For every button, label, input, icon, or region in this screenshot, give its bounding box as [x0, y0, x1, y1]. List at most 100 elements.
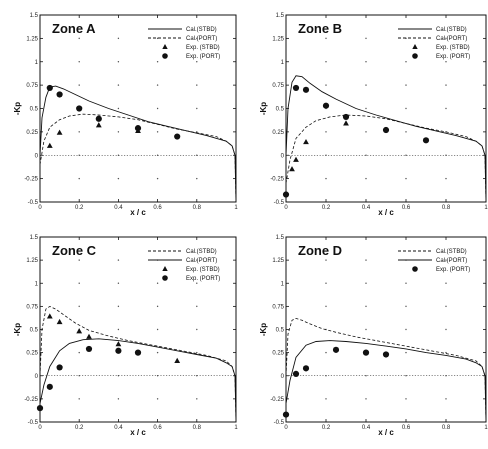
data-point — [76, 105, 83, 112]
grid-dot — [405, 375, 407, 377]
data-point — [95, 115, 102, 122]
grid-dot — [117, 131, 120, 133]
grid-dot — [156, 37, 159, 40]
legend-label: Cal.(STBD) — [436, 249, 467, 255]
grid-dot — [405, 328, 407, 331]
data-point — [56, 364, 63, 371]
grid-dot — [196, 398, 198, 400]
legend-swatch — [162, 275, 168, 281]
grid — [78, 259, 198, 400]
legend: Cal.(STBD) Cal.(PORT) Exp. (STBD) Exp. (POR… — [148, 27, 220, 60]
grid-dot — [117, 107, 120, 110]
data-point — [293, 156, 299, 162]
grid-dot — [196, 177, 198, 180]
grid-dot — [196, 107, 198, 110]
panel-title: Zone B — [298, 21, 342, 36]
grid-dot — [365, 84, 367, 86]
x-tick-label: 0.6 — [153, 425, 162, 431]
grid-dot — [117, 61, 120, 63]
grid-dot — [365, 154, 367, 156]
data-point — [289, 166, 295, 172]
grid-dot — [117, 84, 120, 86]
data-point — [382, 351, 390, 358]
y-tick-label: 1.25 — [26, 36, 38, 42]
legend: Cal.(STBD) Cal.(PORT) Exp. (STBD) Exp. (POR… — [398, 27, 470, 60]
y-tick-label: 1.5 — [276, 235, 285, 241]
panel-title: Zone C — [52, 243, 97, 258]
grid-dot — [405, 84, 407, 86]
data-point — [115, 347, 122, 354]
y-tick-label: 0.5 — [276, 107, 285, 113]
data-point — [342, 113, 350, 121]
data-point — [76, 328, 83, 334]
grid-dot — [196, 351, 198, 354]
series-exp-port — [282, 84, 430, 198]
grid-dot — [445, 305, 447, 308]
data-point — [56, 129, 63, 135]
x-axis-label: x / c — [378, 428, 394, 437]
grid-dot — [405, 131, 407, 133]
x-tick-label: 0.8 — [193, 425, 202, 431]
grid-dot — [365, 259, 367, 261]
x-tick-label: 0 — [38, 205, 42, 211]
grid-dot — [325, 398, 327, 400]
data-point — [292, 84, 300, 92]
grid-dot — [445, 177, 447, 180]
grid-dot — [78, 84, 80, 86]
grid-dot — [325, 305, 327, 308]
data-point — [382, 126, 390, 134]
grid-dot — [196, 37, 198, 40]
data-point — [46, 383, 53, 390]
y-tick-label: 0 — [281, 374, 285, 380]
grid-dot — [78, 351, 80, 354]
y-tick-label: -0.5 — [28, 200, 39, 206]
x-axis: 0 0.2 0.4 0.6 0.8 1 — [284, 237, 488, 431]
data-point — [362, 349, 370, 356]
y-axis-label: -Kp — [13, 102, 22, 115]
y-tick-label: 0.75 — [26, 304, 38, 310]
grid-dot — [156, 282, 159, 284]
y-axis-label: -Kp — [13, 323, 22, 336]
grid-dot — [445, 282, 447, 284]
plot-area — [286, 237, 486, 422]
grid-dot — [325, 177, 327, 180]
grid-dot — [405, 177, 407, 180]
grid-dot — [78, 131, 80, 133]
y-tick-label: 0.25 — [26, 351, 38, 357]
grid-dot — [196, 282, 198, 284]
data-point — [46, 142, 53, 148]
x-tick-label: 1 — [234, 205, 238, 211]
grid-dot — [445, 61, 447, 63]
y-tick-label: 0.75 — [26, 83, 38, 89]
x-axis: 0 0.2 0.4 0.6 0.8 1 — [38, 15, 238, 211]
y-tick-label: -0.25 — [270, 397, 284, 403]
grid-dot — [78, 259, 80, 261]
grid-dot — [365, 375, 367, 377]
y-tick-label: 1 — [35, 60, 39, 66]
data-point — [303, 138, 309, 145]
grid-dot — [445, 37, 447, 40]
grid-dot — [325, 84, 327, 86]
data-point — [115, 341, 122, 347]
grid-dot — [78, 282, 80, 284]
grid-dot — [365, 107, 367, 110]
x-axis-label: x / c — [378, 208, 394, 217]
series-cal-port-line — [286, 114, 486, 202]
x-tick-label: 0 — [38, 425, 42, 431]
legend-swatch — [162, 44, 168, 49]
grid-dot — [156, 131, 159, 133]
x-tick-label: 0.6 — [402, 425, 411, 431]
series-cal-port-line — [40, 338, 236, 422]
data-point — [85, 345, 93, 353]
x-tick-label: 0 — [284, 425, 288, 431]
grid-dot — [156, 61, 159, 63]
x-tick-label: 0.8 — [442, 205, 451, 211]
series-exp-stbd — [46, 313, 181, 363]
grid-dot — [405, 107, 407, 110]
grid-dot — [117, 177, 120, 180]
legend-swatch — [412, 266, 418, 272]
data-point — [422, 137, 430, 144]
data-point — [46, 84, 53, 92]
